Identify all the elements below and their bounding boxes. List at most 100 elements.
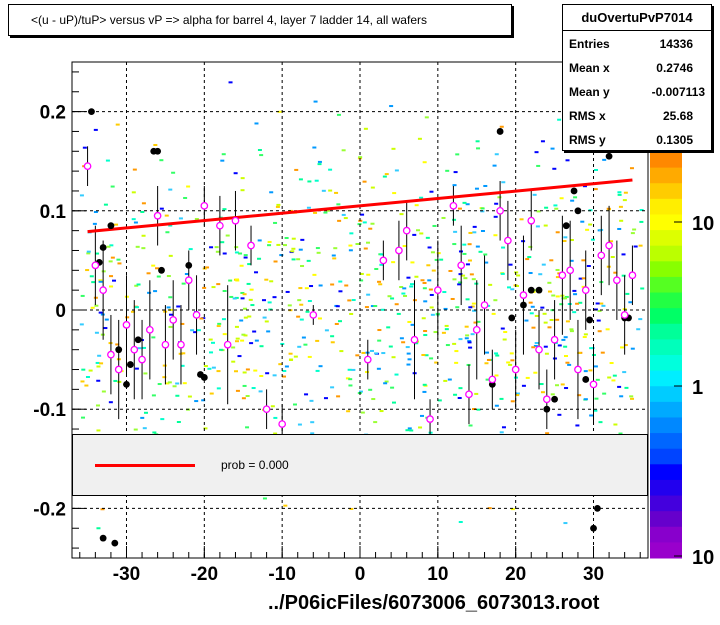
histogram-cell (312, 273, 317, 276)
histogram-cell (305, 310, 310, 313)
histogram-cell (380, 308, 385, 311)
histogram-cell (528, 245, 533, 248)
histogram-cell (194, 400, 199, 403)
histogram-cell (409, 429, 414, 432)
histogram-cell (516, 274, 521, 277)
histogram-cell (499, 431, 504, 434)
histogram-cell (525, 376, 530, 379)
histogram-cell (180, 322, 185, 325)
histogram-cell (93, 210, 98, 213)
histogram-cell (474, 187, 479, 190)
histogram-cell (313, 100, 318, 103)
solid-point (508, 314, 516, 322)
histogram-cell (461, 274, 466, 277)
histogram-cell (234, 251, 239, 254)
histogram-cell (594, 168, 599, 171)
histogram-cell (453, 230, 458, 233)
histogram-cell (214, 246, 219, 249)
histogram-cell (491, 312, 496, 315)
palette-cell (650, 448, 682, 465)
histogram-cell (328, 189, 333, 192)
histogram-cell (620, 346, 625, 349)
palette-cell (650, 308, 682, 325)
profile-point (574, 365, 582, 374)
y-tick-label: -0.1 (33, 400, 66, 421)
histogram-cell (422, 281, 427, 284)
palette-cell (650, 464, 682, 481)
histogram-cell (528, 301, 533, 304)
profile-point (550, 335, 559, 344)
histogram-cell (259, 345, 264, 348)
histogram-cell (373, 421, 378, 424)
histogram-cell (297, 299, 302, 302)
histogram-cell (99, 362, 104, 365)
histogram-cell (315, 369, 320, 372)
histogram-cell (116, 258, 121, 261)
profile-point (620, 311, 629, 319)
palette-cell (650, 355, 682, 372)
profile-point (613, 276, 621, 285)
stats-box: duOvertuPvP7014 Entries 14336 Mean x 0.2… (562, 4, 712, 151)
histogram-cell (89, 275, 94, 278)
histogram-cell (391, 356, 396, 359)
histogram-cell (228, 81, 233, 84)
histogram-cell (532, 193, 537, 196)
histogram-cell (369, 349, 374, 352)
profile-point (395, 246, 403, 255)
histogram-cell (510, 359, 515, 362)
histogram-cell (483, 184, 488, 187)
histogram-cell (444, 328, 449, 331)
histogram-cell (493, 234, 498, 237)
histogram-cell (623, 344, 628, 347)
histogram-cell (480, 229, 485, 232)
histogram-cell (203, 427, 208, 430)
histogram-cell (462, 252, 467, 255)
histogram-cell (510, 288, 515, 291)
stats-row-rms-x: RMS x 25.68 (563, 105, 711, 129)
histogram-cell (453, 393, 458, 396)
histogram-cell (287, 304, 292, 307)
histogram-cell (557, 344, 562, 347)
histogram-cell (273, 260, 278, 263)
histogram-cell (405, 346, 410, 349)
histogram-cell (453, 171, 458, 174)
histogram-cell (476, 408, 481, 411)
stats-value: 14336 (659, 37, 693, 51)
histogram-cell (176, 305, 181, 308)
histogram-cell (597, 330, 602, 333)
profile-point (363, 355, 372, 364)
profile-point (426, 415, 434, 423)
histogram-cell (560, 383, 565, 386)
profile-point (379, 256, 388, 265)
histogram-cell (382, 175, 387, 178)
histogram-cell (93, 128, 98, 131)
histogram-cell (152, 431, 157, 434)
histogram-cell (536, 210, 541, 213)
histogram-cell (407, 427, 412, 430)
histogram-cell (639, 209, 644, 212)
histogram-cell (428, 288, 433, 291)
histogram-cell (455, 153, 460, 156)
histogram-cell (166, 275, 171, 278)
histogram-cell (132, 168, 137, 171)
histogram-cell (104, 318, 109, 321)
histogram-cell (264, 278, 269, 281)
y-tick-label: -0.2 (33, 499, 66, 520)
histogram-cell (98, 279, 103, 282)
histogram-cell (247, 263, 252, 266)
histogram-cell (103, 327, 108, 330)
histogram-cell (193, 331, 198, 334)
histogram-cell (510, 508, 515, 511)
histogram-cell (359, 272, 364, 275)
stats-value: 0.1305 (656, 133, 693, 147)
histogram-cell (422, 383, 427, 386)
histogram-cell (79, 323, 84, 326)
histogram-cell (316, 251, 321, 254)
histogram-cell (317, 317, 322, 320)
solid-point (586, 316, 594, 324)
histogram-cell (543, 224, 548, 227)
profile-point (472, 325, 481, 334)
histogram-cell (331, 254, 336, 257)
histogram-cell (487, 507, 492, 510)
histogram-cell (239, 319, 244, 322)
